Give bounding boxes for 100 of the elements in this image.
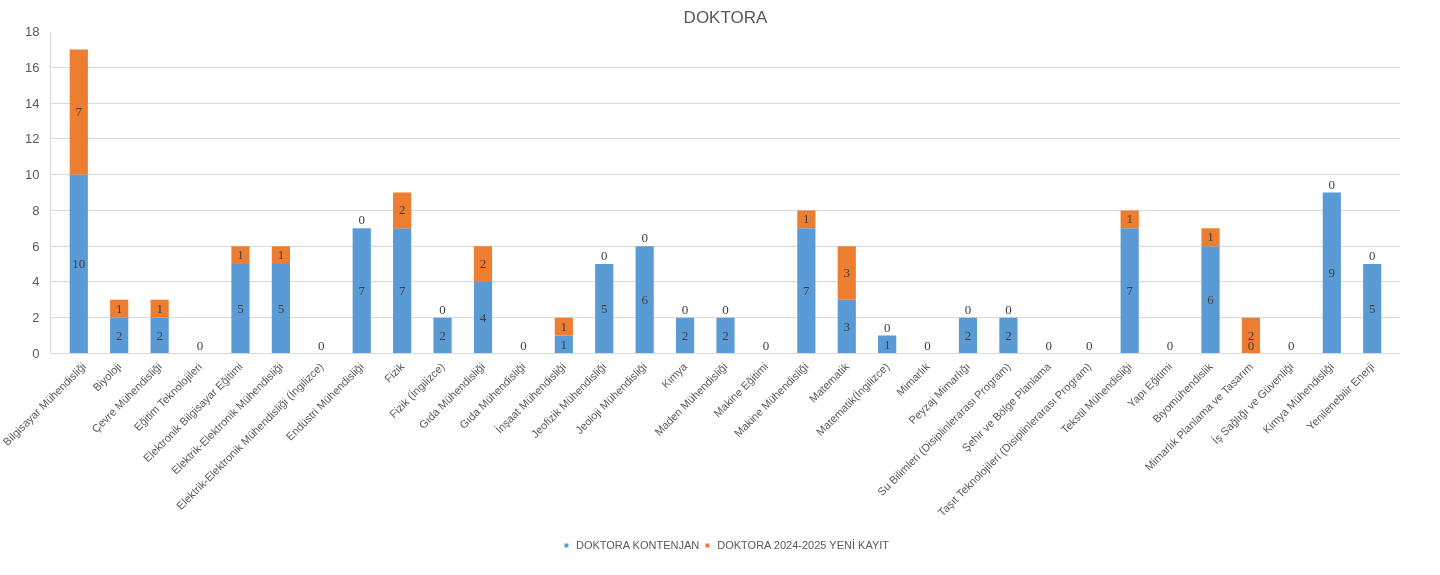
bar [393,228,412,354]
bar [716,317,735,354]
data-label: 5 [1368,300,1376,316]
data-label: 0 [600,248,608,264]
data-label: 7 [803,282,811,298]
data-label: 0 [439,301,446,317]
bar [797,228,816,354]
bar [352,228,371,354]
data-label: 0 [641,230,648,246]
y-tick-label: 0 [32,346,40,361]
bar [837,299,856,354]
bar [595,264,614,354]
bar [473,246,493,282]
bar [271,246,290,265]
bar [231,246,250,265]
bar [69,49,88,175]
data-label: 0 [1005,301,1012,317]
bar [554,317,573,336]
bar [837,246,856,300]
bar [1201,246,1220,354]
data-label: 0 [964,301,972,317]
data-label: 2 [479,256,487,272]
data-label: 9 [1328,265,1336,280]
data-label: 5 [600,300,608,316]
data-label: 0 [1166,337,1174,353]
y-tick-label: 2 [32,310,40,326]
data-label: 0 [1045,337,1053,353]
data-label: 2 [681,327,689,343]
data-label: 0 [681,301,689,317]
y-tick-label: 14 [25,95,40,111]
bar [393,192,412,229]
bar [1120,210,1139,229]
bar [473,281,493,354]
data-label: 0 [196,337,204,353]
data-label: 1 [560,336,568,352]
data-label: 6 [641,291,649,307]
y-tick-label: 16 [25,59,40,75]
data-label: 1 [560,318,568,334]
data-label: 7 [1126,282,1134,298]
data-label: 0 [520,337,527,353]
data-label: 0 [924,337,931,353]
data-label: 1 [156,300,163,316]
bar [110,299,129,318]
y-tick-label: 10 [25,167,40,183]
bar [958,317,978,354]
bar [999,317,1018,354]
data-label: 1 [1207,229,1214,245]
data-label: 0 [1368,248,1376,264]
data-label: 5 [237,300,244,316]
chart-title: DOKTORA [683,7,769,27]
data-label: 2 [115,327,123,343]
data-label: 2 [722,327,729,343]
y-tick-label: 4 [32,274,40,290]
data-label: 2 [439,327,446,343]
data-label: 0 [762,337,770,353]
bar [1120,228,1139,354]
bar [69,174,88,354]
data-label: 1 [115,300,123,316]
data-label: 1 [277,247,285,263]
data-label: 0 [1288,337,1295,353]
data-label: 10 [72,256,86,272]
bar [1363,264,1382,354]
bar [1201,228,1220,247]
data-label: 2 [1005,327,1012,343]
bar [150,317,169,354]
data-label: 0 [1086,337,1093,353]
data-label: 7 [75,104,83,119]
bar [231,264,250,354]
data-label: 0 [883,319,891,335]
y-tick-label: 6 [32,238,40,254]
legend-label: DOKTORA 2024-2025 YENİ KAYIT [717,539,890,551]
legend-label: DOKTORA KONTENJAN [575,539,700,551]
data-label: 2 [156,327,163,343]
y-tick-label: 12 [25,131,40,147]
data-label: 7 [358,282,366,298]
data-label: 0 [1328,176,1336,192]
data-label: 4 [479,309,487,325]
bar [797,210,816,229]
data-label: 0 [318,337,325,353]
data-label: 1 [1126,211,1133,227]
data-label: 2 [964,327,972,343]
data-label: 2 [398,202,406,218]
bar [271,264,290,354]
data-label: 1 [883,336,891,352]
bar [150,299,169,318]
data-label: 3 [843,318,851,334]
y-tick-label: 18 [25,24,40,39]
data-label: 5 [277,300,285,316]
data-label: 0 [722,301,729,317]
data-label: 0 [358,212,365,228]
bar [433,317,452,354]
data-label: 3 [843,265,851,280]
y-tick-label: 8 [32,202,40,218]
bar [110,317,129,354]
bar [675,317,695,354]
bar [635,246,654,354]
data-label: 1 [803,211,810,227]
data-label: 1 [237,247,244,263]
data-label: 6 [1207,291,1215,307]
data-label: 7 [398,282,406,298]
